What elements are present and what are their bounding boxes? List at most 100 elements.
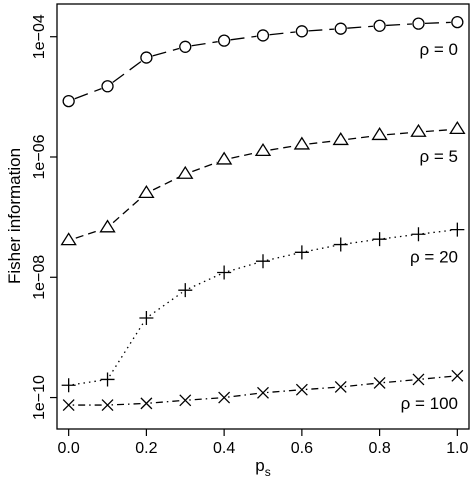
- series-line-segment: [266, 389, 298, 394]
- data-point-cross: [295, 383, 308, 396]
- data-point-triangle: [449, 120, 466, 135]
- series-line-segment: [192, 161, 218, 173]
- data-point-cross: [412, 373, 425, 386]
- data-point-plus: [411, 227, 426, 242]
- x-tick-label: 0.8: [368, 440, 390, 457]
- series-line-segment: [347, 25, 374, 29]
- data-point-cross: [140, 397, 153, 410]
- series-line-segment: [309, 140, 334, 145]
- series-line-segment: [386, 23, 413, 27]
- series-line-segment: [152, 176, 179, 191]
- x-tick-label: 0.2: [135, 440, 157, 457]
- y-tick-label: 1e−10: [31, 375, 48, 420]
- series-line-segment: [191, 41, 218, 47]
- series-line-segment: [270, 145, 295, 151]
- data-point-circle: [451, 15, 464, 29]
- series-line-segment: [228, 392, 260, 398]
- data-point-circle: [217, 34, 231, 47]
- series-line-segment: [348, 135, 373, 140]
- data-point-circle: [101, 80, 114, 93]
- data-point-circle: [256, 29, 270, 42]
- data-point-plus: [61, 378, 76, 393]
- series-line-segment: [72, 379, 104, 386]
- data-point-cross: [257, 386, 269, 399]
- data-point-triangle: [60, 232, 77, 246]
- data-point-cross: [373, 376, 386, 389]
- series-line-segment: [308, 28, 335, 32]
- series-plus: [61, 222, 465, 393]
- data-point-triangle: [410, 123, 427, 137]
- series-line-segment: [305, 386, 337, 391]
- data-point-triangle: [332, 132, 349, 146]
- data-point-plus: [139, 311, 154, 326]
- series-line-segment: [227, 261, 260, 273]
- series-label-layer: ρ = 0 ρ = 5 ρ = 20 ρ = 100: [401, 40, 458, 413]
- data-point-plus: [294, 245, 309, 260]
- y-axis-title: Fisher information: [5, 148, 24, 284]
- y-axis: 1e−10 1e−08 1e−06 1e−04: [31, 14, 57, 420]
- series-label: ρ = 20: [410, 248, 458, 267]
- series-line-segment: [422, 229, 454, 235]
- data-point-triangle: [215, 151, 233, 165]
- data-point-plus: [450, 222, 465, 237]
- data-point-cross: [218, 391, 231, 404]
- data-point-cross: [62, 399, 75, 412]
- x-tick-label: 0.0: [58, 440, 80, 457]
- series-line-segment: [344, 239, 376, 245]
- data-point-triangle: [138, 184, 155, 199]
- x-axis-title-main: p: [255, 456, 264, 475]
- series-line-segment: [74, 87, 102, 100]
- series-line-segment: [112, 60, 142, 83]
- data-point-circle: [295, 25, 309, 38]
- data-point-triangle: [254, 142, 272, 157]
- x-tick-label: 0.6: [291, 440, 313, 457]
- plot-frame: [56, 3, 470, 430]
- data-point-circle: [373, 19, 386, 32]
- series-line-segment: [344, 382, 376, 388]
- data-point-plus: [100, 372, 115, 387]
- series-circle: [62, 15, 464, 108]
- series-line-segment: [111, 402, 143, 406]
- series-line-segment: [424, 21, 451, 25]
- data-point-triangle: [371, 127, 388, 141]
- data-point-plus: [333, 237, 348, 252]
- series-label: ρ = 100: [401, 394, 458, 413]
- series-line-segment: [269, 31, 296, 36]
- x-axis-title-subscript: s: [265, 465, 271, 479]
- series-line-segment: [383, 379, 415, 384]
- data-point-cross: [334, 381, 347, 393]
- x-axis-title: ps: [255, 456, 270, 479]
- data-point-plus: [256, 254, 270, 269]
- series-layer: [60, 15, 466, 412]
- series-line-segment: [188, 273, 221, 290]
- series-line-segment: [189, 397, 221, 401]
- series-line-segment: [383, 234, 415, 240]
- x-tick-label: 0.4: [213, 440, 235, 457]
- data-point-triangle: [293, 136, 311, 150]
- data-point-plus: [372, 232, 387, 247]
- series-line-segment: [75, 229, 101, 239]
- series-line-segment: [387, 132, 412, 136]
- y-tick-label: 1e−04: [31, 14, 48, 59]
- y-tick-label: 1e−06: [31, 134, 48, 179]
- data-point-circle: [412, 17, 425, 30]
- data-point-plus: [178, 283, 193, 298]
- series-line-segment: [112, 197, 142, 224]
- series-line-segment: [150, 399, 182, 404]
- series-triangle: [60, 120, 466, 246]
- series-line-segment: [231, 152, 256, 159]
- series-line-segment: [422, 375, 454, 380]
- series-line-segment: [149, 291, 183, 317]
- x-axis: 0.0 0.2 0.4 0.6 0.8 1.0: [58, 429, 469, 457]
- data-point-cross: [101, 399, 114, 412]
- data-point-circle: [140, 51, 153, 64]
- series-line-segment: [266, 252, 299, 261]
- series-line-segment: [152, 47, 180, 57]
- data-point-circle: [334, 22, 347, 35]
- y-tick-label: 1e−08: [31, 255, 48, 300]
- data-point-triangle: [177, 165, 194, 179]
- series-line-segment: [425, 129, 450, 133]
- data-point-plus: [217, 265, 232, 280]
- series-label: ρ = 0: [420, 40, 459, 59]
